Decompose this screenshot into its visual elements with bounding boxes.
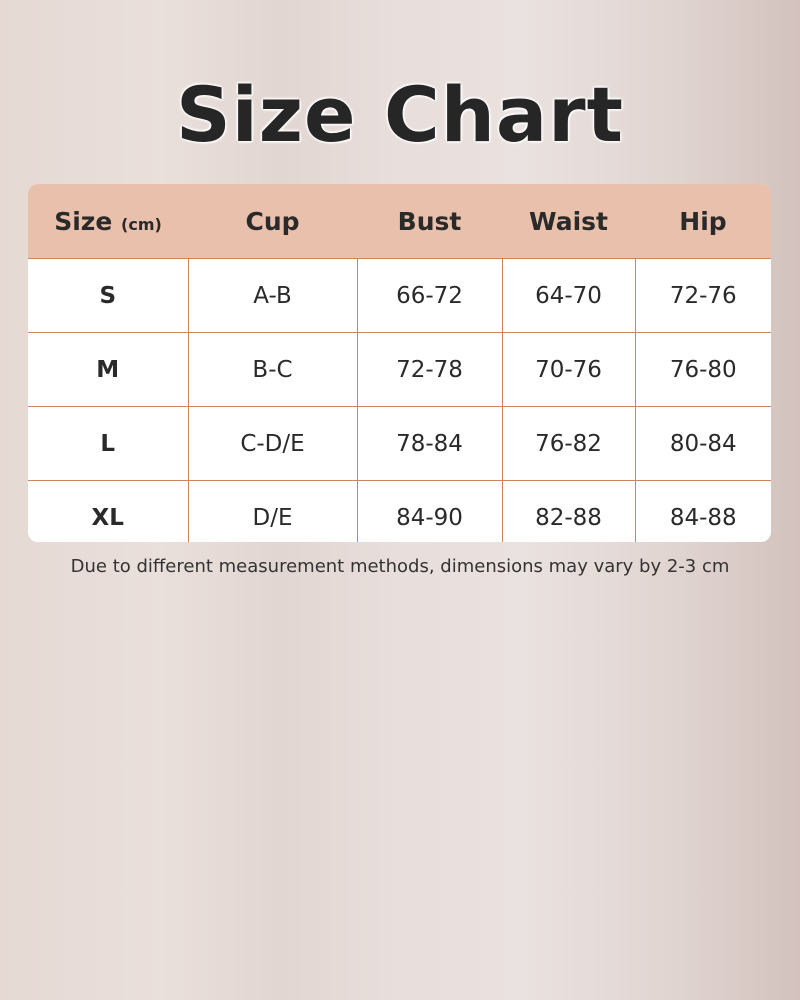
cell-cup: D/E: [187, 480, 358, 542]
page-title: Size Chart: [175, 70, 624, 159]
cell-size: M: [28, 332, 189, 407]
table-row: M B-C 72-78 70-76 76-80: [28, 332, 771, 407]
cell-size: S: [28, 258, 189, 333]
size-table: Size (cm) Cup Bust Waist Hip S A-B 66-72 64…: [28, 184, 771, 542]
cell-waist: 70-76: [501, 332, 636, 407]
cell-bust: 72-78: [356, 332, 503, 407]
table-row: S A-B 66-72 64-70 72-76: [28, 258, 771, 333]
table-header-row: Size (cm) Cup Bust Waist Hip: [28, 184, 771, 259]
cell-bust: 78-84: [356, 406, 503, 481]
cell-waist: 76-82: [501, 406, 636, 481]
cell-cup: A-B: [187, 258, 358, 333]
cell-bust: 66-72: [356, 258, 503, 333]
cell-bust: 84-90: [356, 480, 503, 542]
header-size-label: Size: [54, 206, 113, 236]
cell-hip: 80-84: [634, 406, 771, 481]
table-row: L C-D/E 78-84 76-82 80-84: [28, 406, 771, 481]
cell-hip: 72-76: [634, 258, 771, 333]
cell-size: XL: [28, 480, 189, 542]
cell-cup: C-D/E: [187, 406, 358, 481]
header-hip: Hip: [635, 184, 771, 259]
header-cup: Cup: [188, 184, 357, 259]
header-waist: Waist: [502, 184, 635, 259]
table-row: XL D/E 84-90 82-88 84-88: [28, 480, 771, 542]
cell-waist: 64-70: [501, 258, 636, 333]
header-size: Size (cm): [28, 184, 188, 259]
measurement-note: Due to different measurement methods, di…: [70, 556, 730, 577]
cell-waist: 82-88: [501, 480, 636, 542]
unit-label: (cm): [121, 214, 162, 234]
header-bust: Bust: [357, 184, 502, 259]
cell-size: L: [28, 406, 189, 481]
cell-hip: 84-88: [634, 480, 771, 542]
cell-cup: B-C: [187, 332, 358, 407]
cell-hip: 76-80: [634, 332, 771, 407]
